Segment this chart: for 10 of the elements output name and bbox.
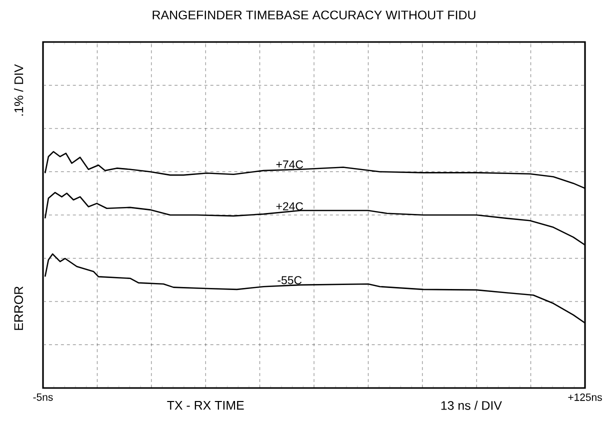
series-label: +74C	[276, 160, 304, 169]
text: .1% / DIV	[14, 64, 24, 116]
x-axis-title: TX - RX TIME	[167, 401, 244, 410]
series-label: +24C	[276, 202, 304, 210]
chart-title: RANGEFINDER TIMEBASE ACCURACY WITHOUT FIDU	[152, 10, 476, 20]
x-tick-label: +125ns	[568, 394, 602, 401]
series-label: -55C	[278, 276, 302, 284]
text: 13 ns / DIV	[441, 400, 502, 410]
y-axis-title: ERROR	[14, 286, 24, 330]
x-tick-label: -5ns	[33, 394, 53, 401]
